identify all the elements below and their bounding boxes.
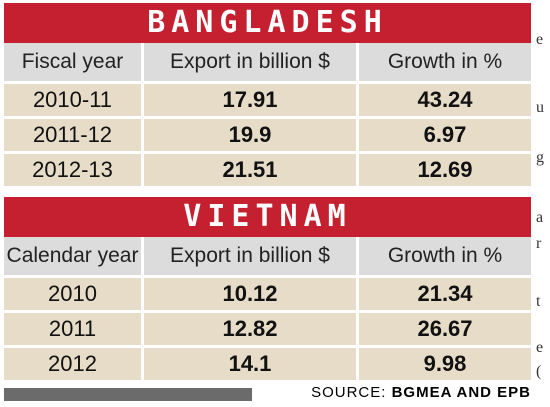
export-cell: 10.12 — [144, 278, 359, 313]
year-cell: 2010 — [4, 278, 144, 313]
table-header-row: Fiscal year Export in billion $ Growth i… — [4, 43, 531, 84]
export-comparison: BANGLADESH Fiscal year Export in billion… — [4, 3, 531, 404]
table-row: 2011-12 19.9 6.97 — [4, 119, 531, 154]
column-header-growth: Growth in % — [359, 237, 531, 278]
year-cell: 2012-13 — [4, 154, 144, 189]
column-header-year: Fiscal year — [4, 43, 144, 84]
edge-letter: r — [536, 235, 542, 252]
year-cell: 2011 — [4, 313, 144, 348]
edge-letter: t — [536, 293, 541, 310]
growth-cell: 21.34 — [359, 278, 531, 313]
source-bar — [4, 388, 252, 401]
edge-letter: ( — [536, 363, 542, 380]
bangladesh-table: Fiscal year Export in billion $ Growth i… — [4, 43, 531, 189]
edge-letter: e — [536, 31, 544, 48]
edge-letter: g — [536, 149, 544, 166]
table-row: 2010-11 17.91 43.24 — [4, 84, 531, 119]
growth-cell: 9.98 — [359, 348, 531, 383]
table-row: 2011 12.82 26.67 — [4, 313, 531, 348]
vietnam-title: VIETNAM — [4, 197, 531, 237]
export-cell: 19.9 — [144, 119, 359, 154]
growth-cell: 12.69 — [359, 154, 531, 189]
source-label: SOURCE: — [311, 384, 387, 401]
column-header-export: Export in billion $ — [144, 43, 359, 84]
table-row: 2012 14.1 9.98 — [4, 348, 531, 383]
export-cell: 17.91 — [144, 84, 359, 119]
vietnam-table: Calendar year Export in billion $ Growth… — [4, 237, 531, 383]
bangladesh-title: BANGLADESH — [4, 3, 531, 43]
growth-cell: 43.24 — [359, 84, 531, 119]
table-header-row: Calendar year Export in billion $ Growth… — [4, 237, 531, 278]
source-line: SOURCE: BGMEA AND EPB — [4, 384, 531, 404]
column-header-export: Export in billion $ — [144, 237, 359, 278]
export-cell: 21.51 — [144, 154, 359, 189]
export-cell: 14.1 — [144, 348, 359, 383]
year-cell: 2010-11 — [4, 84, 144, 119]
year-cell: 2012 — [4, 348, 144, 383]
column-header-growth: Growth in % — [359, 43, 531, 84]
edge-letter: u — [536, 99, 544, 116]
source-credit: SOURCE: BGMEA AND EPB — [311, 384, 531, 401]
column-header-year: Calendar year — [4, 237, 144, 278]
table-row: 2010 10.12 21.34 — [4, 278, 531, 313]
growth-cell: 26.67 — [359, 313, 531, 348]
source-name: BGMEA AND EPB — [391, 384, 531, 401]
year-cell: 2011-12 — [4, 119, 144, 154]
export-cell: 12.82 — [144, 313, 359, 348]
edge-letter: e — [536, 339, 544, 356]
growth-cell: 6.97 — [359, 119, 531, 154]
edge-letter: a — [536, 209, 544, 226]
table-row: 2012-13 21.51 12.69 — [4, 154, 531, 189]
